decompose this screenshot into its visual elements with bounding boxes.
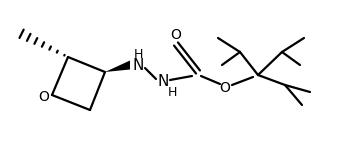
Text: O: O — [171, 28, 182, 42]
Text: H: H — [133, 48, 143, 60]
Polygon shape — [105, 60, 130, 72]
Text: N: N — [157, 74, 169, 90]
Text: H: H — [167, 86, 177, 100]
Text: O: O — [38, 90, 49, 104]
Text: O: O — [220, 81, 231, 95]
Text: N: N — [132, 58, 144, 72]
